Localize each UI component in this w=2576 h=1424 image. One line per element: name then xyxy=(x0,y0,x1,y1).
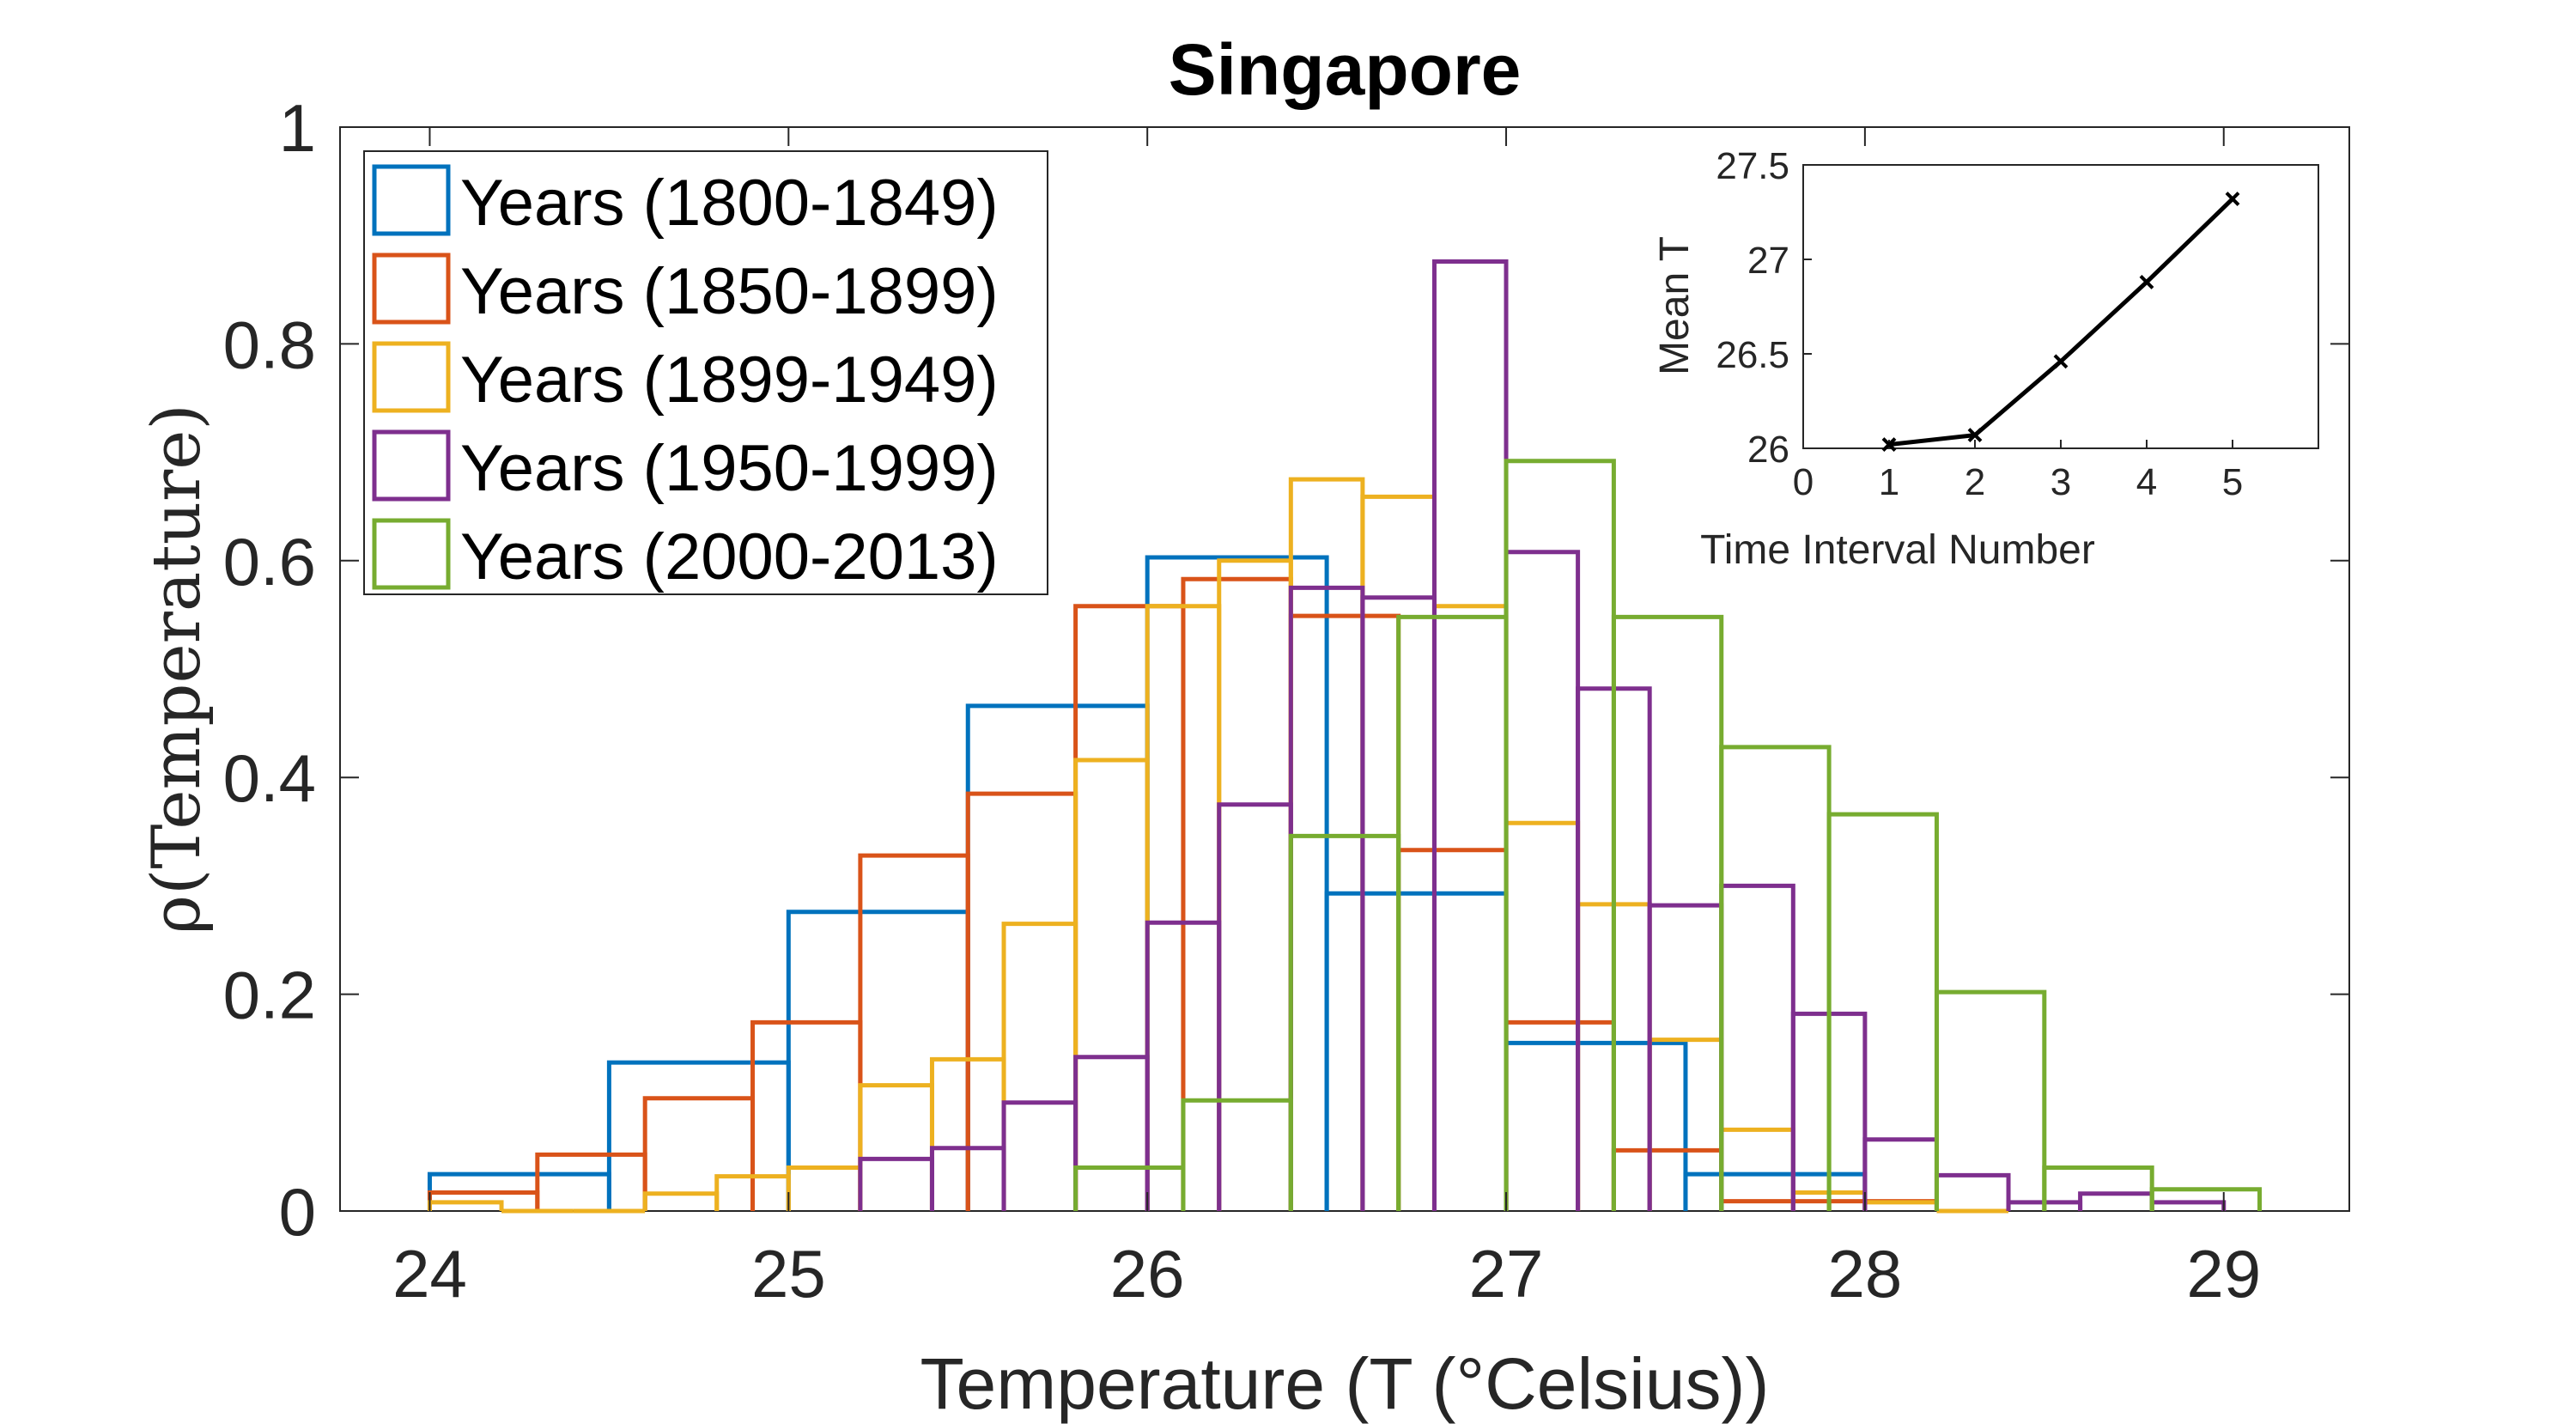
inset-y-axis-label: Mean T xyxy=(1652,236,1698,375)
legend-swatch-3 xyxy=(372,429,451,502)
y-tick-label-0: 0 xyxy=(279,1174,316,1250)
inset-point-4 xyxy=(2225,192,2240,207)
y-tick-label-2: 0.4 xyxy=(223,740,316,816)
legend-swatch-1 xyxy=(372,253,451,325)
inset-x-tick-label-4: 4 xyxy=(2136,461,2157,503)
series-4-bar-8 xyxy=(1934,989,2047,1211)
x-tick-label-4: 28 xyxy=(1828,1236,1903,1311)
legend-label-1: Years (1850-1899) xyxy=(460,255,999,328)
x-tick-label-2: 26 xyxy=(1110,1236,1185,1311)
inset-x-tick-label-0: 0 xyxy=(1793,461,1814,503)
y-tick-label-1: 0.2 xyxy=(223,958,316,1033)
inset-y-tick-label-0: 26 xyxy=(1747,429,1789,471)
inset-y-tick-label-1: 26.5 xyxy=(1716,334,1789,376)
y-axis-label: ρ(Temperature) xyxy=(138,404,216,934)
y-tick-label-4: 0.8 xyxy=(223,307,316,382)
legend-swatch-0 xyxy=(372,164,451,236)
y-tick-label-3: 0.6 xyxy=(223,524,316,599)
inset-x-tick-label-2: 2 xyxy=(1965,461,1985,503)
inset-point-0 xyxy=(1881,437,1897,453)
x-tick-label-0: 24 xyxy=(392,1236,467,1311)
inset-x-tick-label-1: 1 xyxy=(1879,461,1899,503)
legend-label-0: Years (1800-1849) xyxy=(460,167,999,240)
inset-plot-area xyxy=(1802,164,2319,449)
series-4 xyxy=(1073,459,2263,1211)
legend-box xyxy=(363,150,1048,595)
inset-point-2-stroke-b xyxy=(2053,354,2069,369)
inset-point-0-stroke-b xyxy=(1881,437,1897,453)
inset-x-tick-label-3: 3 xyxy=(2050,461,2071,503)
x-tick-label-3: 27 xyxy=(1469,1236,1544,1311)
chart-title: Singapore xyxy=(1169,29,1522,110)
legend-swatch-4 xyxy=(372,518,451,590)
legend: Years (1800-1849) Years (1850-1899) Years … xyxy=(363,150,1048,595)
inset-point-4-stroke-b xyxy=(2225,192,2240,207)
legend-swatch-2 xyxy=(372,341,451,413)
x-axis-label: Temperature (T (°Celsius)) xyxy=(920,1343,1770,1424)
inset-x-tick-label-5: 5 xyxy=(2222,461,2243,503)
inset-point-1 xyxy=(1967,428,1983,443)
inset-series-group xyxy=(1881,192,2240,453)
inset-y-tick-label-3: 27.5 xyxy=(1716,145,1789,187)
inset-point-2 xyxy=(2053,354,2069,369)
legend-label-4: Years (2000-2013) xyxy=(460,520,999,593)
legend-items: Years (1800-1849) Years (1850-1899) Years … xyxy=(372,164,999,593)
inset-tick-group: 0 1 2 3 4 5 26 26.5 27 27.5 xyxy=(1716,145,2243,503)
series-4-bar-10 xyxy=(2149,1187,2263,1211)
x-tick-label-5: 29 xyxy=(2186,1236,2261,1311)
inset-point-3-stroke-b xyxy=(2139,274,2154,289)
inset-y-tick-label-2: 27 xyxy=(1747,240,1789,282)
y-tick-label-5: 1 xyxy=(279,90,316,166)
inset-point-1-stroke-b xyxy=(1967,428,1983,443)
legend-label-2: Years (1899-1949) xyxy=(460,344,999,417)
legend-label-3: Years (1950-1999) xyxy=(460,432,999,505)
x-tick-label-1: 25 xyxy=(751,1236,826,1311)
inset-point-3 xyxy=(2139,274,2154,289)
inset-x-axis-label: Time Interval Number xyxy=(1700,527,2095,573)
